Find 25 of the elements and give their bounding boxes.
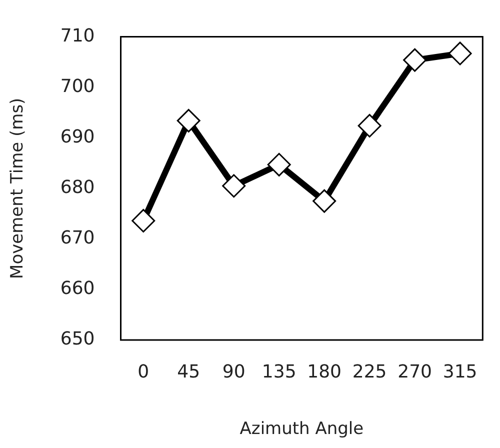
x-tick-label: 180	[307, 361, 342, 382]
point	[403, 48, 427, 72]
x-tick-label: 90	[222, 361, 246, 382]
y-tick-label: 710	[60, 25, 95, 46]
y-tick-label: 680	[60, 177, 95, 198]
y-tick-label: 690	[60, 126, 95, 148]
x-tick-label: 45	[177, 361, 200, 382]
y-tick-label: 650	[60, 328, 95, 350]
y-tick-label: 660	[60, 278, 95, 300]
x-axis-title: Azimuth Angle	[240, 419, 364, 440]
point	[267, 152, 291, 176]
point	[132, 208, 156, 232]
x-tick-label: 225	[352, 361, 387, 382]
y-axis-title: Movement Time (ms)	[8, 98, 28, 279]
point	[358, 114, 382, 138]
x-tick-label: 135	[262, 361, 296, 382]
point	[312, 189, 336, 213]
y-tick-label: 670	[60, 228, 95, 249]
point	[448, 42, 472, 66]
point	[222, 174, 246, 198]
x-tick-label: 270	[398, 361, 432, 382]
x-tick-label: 315	[442, 361, 478, 382]
x-tick-label: 0	[138, 361, 150, 382]
y-tick-label: 700	[60, 76, 95, 98]
point	[176, 108, 200, 132]
